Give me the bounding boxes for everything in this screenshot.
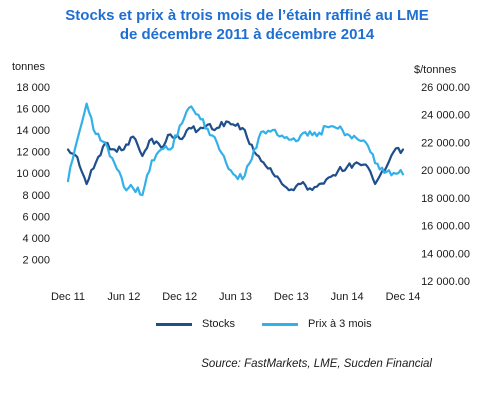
right-axis-tick-label: 20 000.00 xyxy=(421,165,470,177)
legend-swatch-prix xyxy=(262,322,298,326)
x-axis-tick-label: Jun 13 xyxy=(219,291,252,303)
x-axis-tick-label: Dec 11 xyxy=(51,291,85,303)
legend-swatch-stocks xyxy=(156,322,192,326)
left-axis-tick-label: 18 000 xyxy=(16,82,50,94)
x-axis-tick-label: Dec 13 xyxy=(274,291,309,303)
left-axis-tick-label: 16 000 xyxy=(16,104,50,116)
right-axis-tick-label: 12 000.00 xyxy=(421,276,470,288)
legend-label-stocks: Stocks xyxy=(202,318,236,330)
x-axis-tick-label: Dec 14 xyxy=(386,291,421,303)
right-axis-tick-label: 24 000.00 xyxy=(421,110,470,122)
x-axis-tick-label: Jun 14 xyxy=(331,291,364,303)
right-axis-tick-label: 14 000.00 xyxy=(421,248,470,260)
left-axis-label: tonnes xyxy=(12,61,46,73)
left-axis-tick-label: 6 000 xyxy=(22,211,50,223)
left-axis-tick-label: 8 000 xyxy=(22,190,50,202)
right-axis-label: $/tonnes xyxy=(414,64,457,76)
left-axis-tick-label: 10 000 xyxy=(16,168,50,180)
right-axis-tick-label: 26 000.00 xyxy=(421,82,470,94)
chart-title: Stocks et prix à trois mois de l’étain r… xyxy=(0,6,494,44)
legend-item-stocks: Stocks xyxy=(156,318,235,330)
x-axis-tick-label: Jun 12 xyxy=(107,291,140,303)
right-axis-tick-label: 18 000.00 xyxy=(421,193,470,205)
source-note: Source: FastMarkets, LME, Sucden Financi… xyxy=(201,358,432,370)
chart-legend: Stocks Prix à 3 mois xyxy=(0,318,494,336)
right-axis-tick-label: 22 000.00 xyxy=(421,137,470,149)
left-axis-tick-label: 14 000 xyxy=(16,125,50,137)
x-axis-tick-label: Dec 12 xyxy=(162,291,197,303)
left-axis-tick-label: 4 000 xyxy=(22,233,50,245)
series-line-prix-3-mois xyxy=(66,102,405,197)
chart-title-line-1: Stocks et prix à trois mois de l’étain r… xyxy=(65,7,429,24)
right-axis-tick-label: 16 000.00 xyxy=(421,221,470,233)
left-axis-tick-label: 12 000 xyxy=(16,147,50,159)
legend-item-prix: Prix à 3 mois xyxy=(262,318,372,330)
chart-title-line-2: de décembre 2011 à décembre 2014 xyxy=(119,26,375,43)
left-axis-tick-label: 2 000 xyxy=(22,254,50,266)
series-line-stocks xyxy=(66,120,405,192)
legend-label-prix: Prix à 3 mois xyxy=(308,318,372,330)
